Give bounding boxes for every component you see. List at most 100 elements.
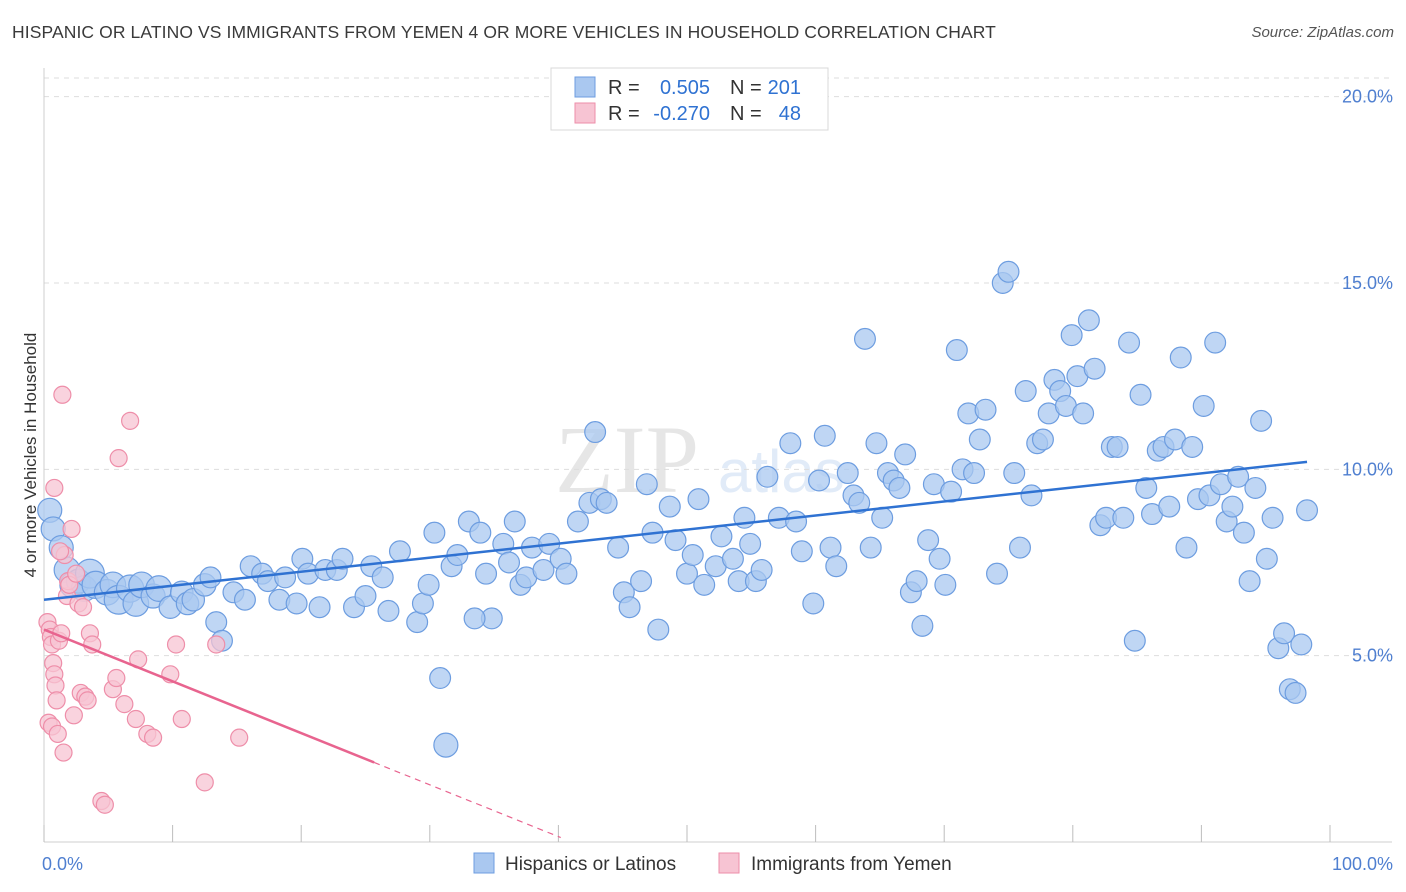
hispanics-point-126 bbox=[986, 562, 1009, 585]
hispanics-point-40 bbox=[354, 585, 377, 608]
legend-n-value-2: 48 bbox=[779, 103, 801, 125]
legend-n-value-1: 201 bbox=[768, 77, 801, 99]
hispanics-point-77 bbox=[658, 495, 681, 518]
hispanics-point-96 bbox=[802, 592, 825, 615]
hispanics-point-129 bbox=[1003, 462, 1026, 485]
hispanics-point-183 bbox=[503, 510, 526, 533]
hispanics-point-45 bbox=[406, 611, 429, 634]
hispanics-point-160 bbox=[1181, 435, 1204, 458]
yemen-point-44 bbox=[45, 478, 64, 498]
hispanics-point-48 bbox=[423, 521, 446, 544]
hispanics-point-38 bbox=[331, 547, 354, 570]
hispanics-point-167 bbox=[1221, 495, 1244, 518]
hispanics-point-178 bbox=[1284, 681, 1307, 704]
series-yemen-points bbox=[38, 385, 249, 814]
hispanics-point-80 bbox=[681, 544, 704, 567]
legend-frame bbox=[550, 67, 829, 131]
hispanics-point-143 bbox=[1083, 357, 1106, 380]
legend-n-label-1: N = bbox=[730, 77, 762, 99]
hispanics-point-31 bbox=[274, 566, 297, 589]
hispanics-point-35 bbox=[308, 596, 331, 619]
hispanics-point-69 bbox=[595, 491, 618, 514]
bottom-legend: Hispanics or Latinos Immigrants from Yem… bbox=[473, 852, 952, 875]
hispanics-point-91 bbox=[756, 465, 779, 488]
x-tick-label-0: 0.0% bbox=[42, 854, 83, 874]
hispanics-point-74 bbox=[635, 473, 658, 496]
hispanics-point-84 bbox=[710, 525, 733, 548]
yemen-point-19 bbox=[62, 519, 81, 539]
hispanics-point-70 bbox=[607, 536, 630, 559]
yemen-point-23 bbox=[73, 598, 93, 617]
y-tick-labels: 5.0% 10.0% 15.0% 20.0% bbox=[1342, 87, 1393, 666]
hispanics-point-139 bbox=[1060, 324, 1083, 347]
series-hispanics-points bbox=[37, 260, 1319, 758]
yemen-point-28 bbox=[95, 795, 114, 814]
hispanics-point-47 bbox=[417, 573, 440, 596]
hispanics-point-172 bbox=[1250, 409, 1273, 432]
hispanics-point-113 bbox=[905, 570, 928, 593]
hispanics-point-100 bbox=[825, 555, 848, 578]
yemen-point-34 bbox=[126, 709, 145, 729]
hispanics-point-170 bbox=[1238, 570, 1261, 593]
hispanics-point-134 bbox=[1031, 428, 1054, 451]
hispanics-point-124 bbox=[968, 428, 991, 451]
yemen-point-32 bbox=[115, 695, 134, 714]
hispanics-point-76 bbox=[647, 618, 670, 641]
yemen-point-37 bbox=[143, 728, 163, 747]
hispanics-point-85 bbox=[721, 547, 744, 570]
yemen-point-20 bbox=[64, 706, 83, 725]
hispanics-point-158 bbox=[1169, 346, 1192, 369]
y-tick-label-3: 20.0% bbox=[1342, 87, 1393, 107]
hispanics-point-111 bbox=[894, 443, 917, 466]
yemen-point-47 bbox=[78, 691, 97, 710]
bottom-legend-label-yemen: Immigrants from Yemen bbox=[751, 854, 952, 875]
legend-swatch-blue bbox=[574, 76, 596, 98]
yemen-point-14 bbox=[54, 743, 73, 762]
yemen-point-43 bbox=[230, 728, 249, 747]
hispanics-point-88 bbox=[739, 532, 762, 555]
hispanics-point-123 bbox=[963, 462, 986, 485]
hispanics-point-61 bbox=[532, 558, 555, 581]
hispanics-point-65 bbox=[566, 510, 589, 533]
hispanics-point-176 bbox=[1273, 622, 1296, 645]
yemen-point-10 bbox=[48, 724, 67, 744]
yemen-point-31 bbox=[109, 449, 128, 468]
hispanics-point-181 bbox=[433, 732, 459, 758]
hispanics-point-128 bbox=[997, 260, 1020, 283]
hispanics-point-148 bbox=[1112, 506, 1135, 529]
hispanics-point-98 bbox=[813, 424, 836, 447]
hispanics-point-54 bbox=[475, 562, 498, 585]
yemen-point-45 bbox=[50, 542, 70, 561]
hispanics-point-94 bbox=[785, 510, 808, 533]
bottom-legend-swatch-pink bbox=[718, 852, 740, 874]
bottom-legend-label-hispanics: Hispanics or Latinos bbox=[505, 854, 676, 875]
x-tick-labels: 0.0% 100.0% bbox=[42, 854, 1393, 874]
y-tick-label-2: 15.0% bbox=[1342, 273, 1393, 293]
axes bbox=[43, 68, 1392, 843]
hispanics-point-44 bbox=[388, 540, 411, 563]
hispanics-point-179 bbox=[1290, 633, 1313, 656]
chart-title: HISPANIC OR LATINO VS IMMIGRANTS FROM YE… bbox=[12, 22, 996, 42]
hispanics-point-22 bbox=[199, 566, 222, 589]
hispanics-point-81 bbox=[687, 488, 710, 511]
hispanics-point-97 bbox=[808, 469, 831, 492]
hispanics-point-168 bbox=[1227, 465, 1250, 488]
bottom-legend-swatch-blue bbox=[473, 852, 495, 874]
hispanics-point-103 bbox=[848, 491, 871, 514]
hispanics-point-117 bbox=[928, 547, 951, 570]
hispanics-point-142 bbox=[1077, 309, 1100, 332]
hispanics-point-156 bbox=[1158, 495, 1181, 518]
hispanics-point-159 bbox=[1175, 536, 1198, 559]
hispanics-point-82 bbox=[693, 573, 716, 596]
y-axis-title: 4 or more Vehicles in Household bbox=[21, 333, 40, 578]
hispanics-point-73 bbox=[630, 570, 653, 593]
hispanics-point-110 bbox=[888, 476, 911, 499]
hispanics-point-150 bbox=[1123, 629, 1146, 652]
yemen-point-7 bbox=[47, 691, 66, 710]
hispanics-point-49 bbox=[429, 667, 452, 690]
yemen-point-30 bbox=[107, 668, 126, 688]
yemen-point-40 bbox=[172, 709, 191, 729]
yemen-point-46 bbox=[67, 564, 86, 583]
hispanics-point-107 bbox=[871, 506, 894, 529]
